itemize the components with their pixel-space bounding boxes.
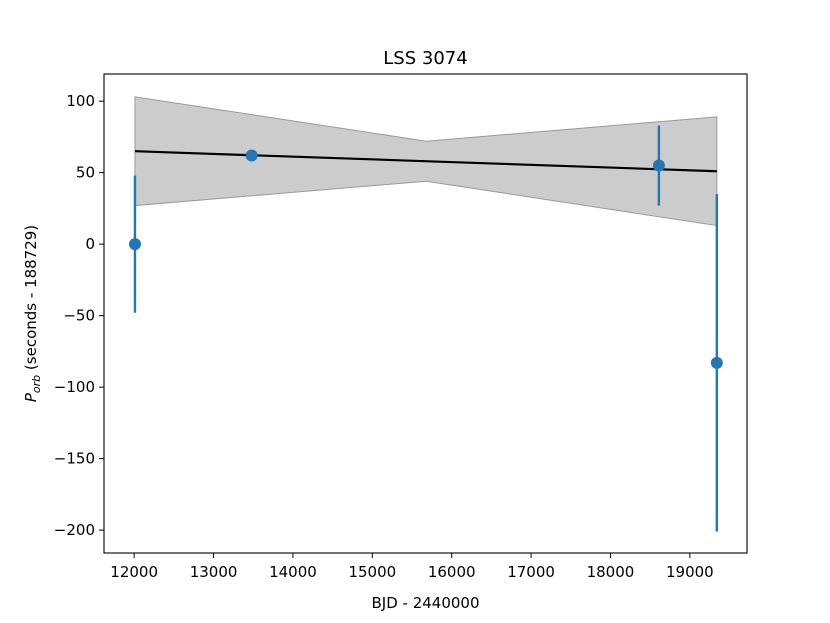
y-axis-label-main: P: [22, 392, 40, 402]
y-tick-label: 50: [76, 164, 95, 182]
fit-line-layer: [134, 150, 717, 173]
y-axis-label: Porb (seconds - 188729): [22, 225, 43, 402]
x-tick-label: 15000: [348, 563, 396, 581]
x-tick-label: 19000: [666, 563, 714, 581]
chart-title: LSS 3074: [383, 48, 467, 69]
data-points-layer: [128, 125, 723, 532]
y-axis-label-subscript: orb: [30, 375, 43, 393]
data-point-4: [710, 356, 723, 369]
data-point-1: [128, 238, 141, 251]
x-tick-label: 17000: [507, 563, 555, 581]
y-axis-label-rest: (seconds - 188729): [22, 225, 40, 375]
x-tick-label: 12000: [110, 563, 158, 581]
y-tick-label: −200: [54, 521, 95, 539]
fit-line: [134, 150, 717, 173]
x-axis-label: BJD - 2440000: [371, 594, 479, 612]
y-tick-label: −50: [63, 307, 95, 325]
x-tick-label: 18000: [587, 563, 635, 581]
y-tick-label: 0: [85, 235, 95, 253]
data-point-3: [652, 159, 665, 172]
data-point-2: [245, 149, 258, 162]
plot-frame: [103, 73, 748, 554]
y-tick-label: −100: [54, 378, 95, 396]
x-tick-label: 14000: [269, 563, 317, 581]
x-tick-label: 13000: [190, 563, 238, 581]
axes-layer: 12000 13000 14000 15000 16000 17000 18000 19000…: [54, 73, 748, 581]
y-tick-label: −150: [54, 450, 95, 468]
x-tick-label: 16000: [428, 563, 476, 581]
y-tick-label: 100: [66, 92, 95, 110]
